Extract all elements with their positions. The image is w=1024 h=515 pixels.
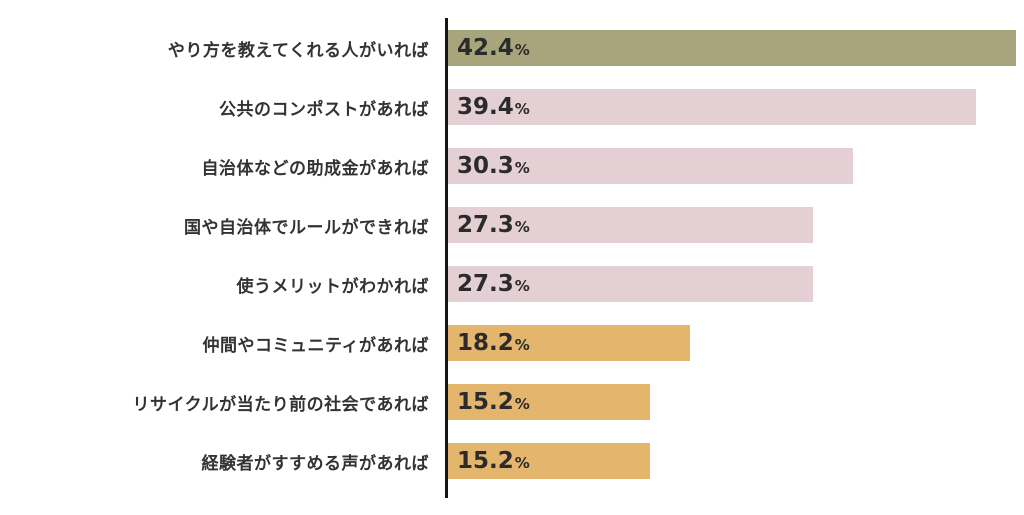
- bar-label: 使うメリットがわかれば: [236, 276, 429, 297]
- bar-value-label: 27.3 %: [457, 212, 530, 238]
- y-axis-line: [445, 18, 448, 498]
- bar-value: 27.3: [457, 271, 514, 297]
- bar-value-label: 18.2 %: [457, 330, 530, 356]
- bar-label: リサイクルが当たり前の社会であれば: [132, 394, 429, 415]
- bar-value: 39.4: [457, 94, 514, 120]
- bar: 15.2 %: [445, 384, 650, 420]
- bar-chart: やり方を教えてくれる人がいれば 42.4 % 公共のコンポストがあれば 39.4…: [0, 30, 1024, 502]
- bar-area: 30.3 %: [445, 148, 1024, 184]
- bar-area: 42.4 %: [445, 30, 1024, 66]
- bar-label: 国や自治体でルールができれば: [184, 217, 429, 238]
- bar-percent-sign: %: [514, 100, 530, 118]
- bar-row: 自治体などの助成金があれば 30.3 %: [0, 148, 1024, 184]
- bar-label: 自治体などの助成金があれば: [201, 158, 429, 179]
- bar-value: 42.4: [457, 35, 514, 61]
- bar-row: やり方を教えてくれる人がいれば 42.4 %: [0, 30, 1024, 66]
- bar-label: 公共のコンポストがあれば: [219, 99, 429, 120]
- bar-row: 使うメリットがわかれば 27.3 %: [0, 266, 1024, 302]
- bar-value-label: 30.3 %: [457, 153, 530, 179]
- bar: 18.2 %: [445, 325, 691, 361]
- bar-area: 27.3 %: [445, 266, 1024, 302]
- bar-value-label: 42.4 %: [457, 35, 530, 61]
- bar: 42.4 %: [445, 30, 1016, 66]
- bar-row: 国や自治体でルールができれば 27.3 %: [0, 207, 1024, 243]
- bar-value-label: 39.4 %: [457, 94, 530, 120]
- bar-value-label: 15.2 %: [457, 448, 530, 474]
- bar-value: 15.2: [457, 389, 514, 415]
- bar: 27.3 %: [445, 266, 813, 302]
- bar-row: リサイクルが当たり前の社会であれば 15.2 %: [0, 384, 1024, 420]
- bar-row: 仲間やコミュニティがあれば 18.2 %: [0, 325, 1024, 361]
- bar-percent-sign: %: [514, 277, 530, 295]
- bar-row: 公共のコンポストがあれば 39.4 %: [0, 89, 1024, 125]
- bar: 27.3 %: [445, 207, 813, 243]
- bar-value: 30.3: [457, 153, 514, 179]
- bar-label: やり方を教えてくれる人がいれば: [167, 40, 429, 61]
- bar-value: 18.2: [457, 330, 514, 356]
- bar-value: 15.2: [457, 448, 514, 474]
- bar: 39.4 %: [445, 89, 976, 125]
- bar-percent-sign: %: [514, 41, 530, 59]
- bar-area: 27.3 %: [445, 207, 1024, 243]
- bar-area: 18.2 %: [445, 325, 1024, 361]
- bar-percent-sign: %: [514, 395, 530, 413]
- bar-percent-sign: %: [514, 218, 530, 236]
- bar-percent-sign: %: [514, 454, 530, 472]
- bar-value: 27.3: [457, 212, 514, 238]
- bar-percent-sign: %: [514, 159, 530, 177]
- bar-value-label: 27.3 %: [457, 271, 530, 297]
- bar-label: 仲間やコミュニティがあれば: [202, 335, 429, 356]
- bar-area: 15.2 %: [445, 384, 1024, 420]
- bar-row: 経験者がすすめる声があれば 15.2 %: [0, 443, 1024, 479]
- bar: 15.2 %: [445, 443, 650, 479]
- bar-label: 経験者がすすめる声があれば: [201, 453, 429, 474]
- bar: 30.3 %: [445, 148, 853, 184]
- bar-area: 15.2 %: [445, 443, 1024, 479]
- bar-value-label: 15.2 %: [457, 389, 530, 415]
- bar-area: 39.4 %: [445, 89, 1024, 125]
- bar-percent-sign: %: [514, 336, 530, 354]
